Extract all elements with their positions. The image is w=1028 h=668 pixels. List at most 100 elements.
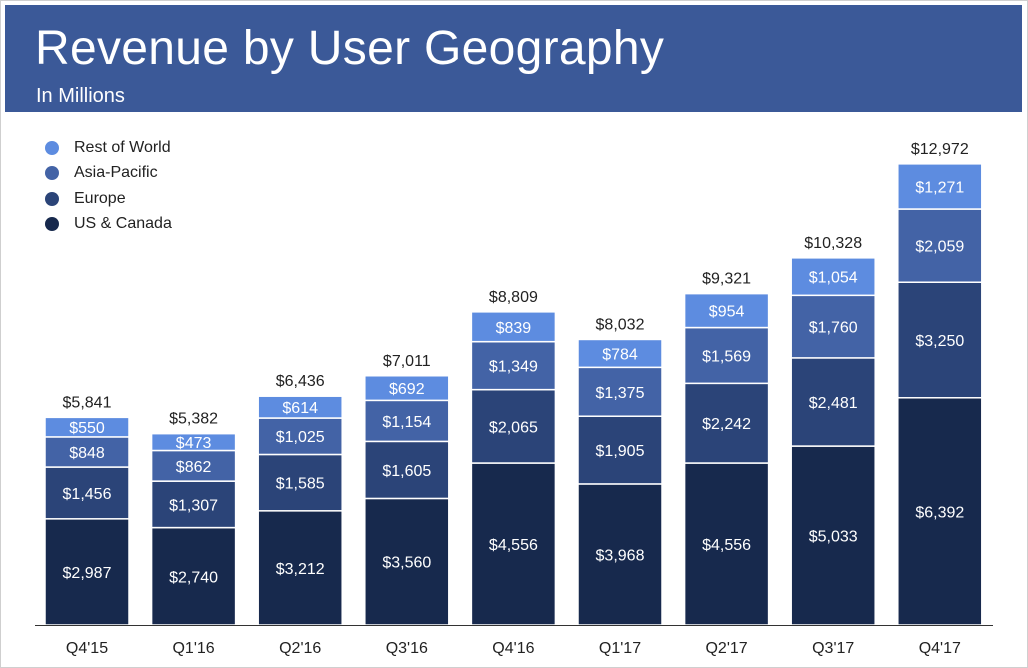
bar-segment-rest-of-world-3	[364, 375, 450, 402]
bar-segment-europe-8	[897, 281, 983, 399]
bar-total-label: $8,809	[489, 289, 538, 306]
legend-dot-icon	[45, 166, 59, 181]
x-tick-label: Q4'15	[66, 640, 108, 657]
x-tick-label: Q2'17	[705, 640, 747, 657]
segment-value-label: $473	[176, 435, 212, 452]
legend-label: Asia-Pacific	[74, 164, 158, 182]
bar-total-label: $6,436	[276, 373, 325, 390]
x-tick-label: Q1'16	[172, 640, 214, 657]
bar-segment-asia-pacific-5	[577, 366, 663, 417]
segment-value-label: $3,250	[915, 333, 964, 350]
legend-label: Europe	[74, 189, 126, 207]
segment-value-label: $6,392	[915, 504, 964, 521]
segment-value-label: $1,025	[276, 429, 325, 446]
bar-total-label: $5,382	[169, 411, 218, 428]
legend-label: Rest of World	[74, 138, 171, 156]
segment-value-label: $1,605	[382, 463, 431, 480]
segment-value-label: $692	[389, 381, 425, 398]
segment-value-label: $2,987	[63, 565, 112, 582]
segment-value-label: $784	[602, 346, 638, 363]
segment-value-label: $839	[496, 320, 532, 337]
bar-total-label: $7,011	[383, 353, 431, 370]
legend-item-europe: Europe	[45, 186, 172, 212]
bar-segment-rest-of-world-8	[897, 163, 983, 210]
bar-total-label: $5,841	[63, 394, 112, 411]
segment-value-label: $1,905	[596, 443, 645, 460]
bar-total-label: $9,321	[702, 271, 751, 288]
bar-segment-rest-of-world-7	[790, 257, 876, 297]
segment-value-label: $1,349	[489, 359, 538, 376]
segment-value-label: $2,059	[915, 239, 964, 256]
bar-segment-us-canada-6	[683, 462, 770, 626]
segment-value-label: $1,307	[169, 497, 218, 514]
bar-segment-asia-pacific-6	[683, 326, 770, 385]
x-tick-label: Q4'16	[492, 640, 534, 657]
bar-segment-us-canada-8	[897, 397, 983, 626]
legend: Rest of World Asia-Pacific Europe US & C…	[45, 135, 172, 237]
segment-value-label: $5,033	[809, 529, 858, 546]
bar-segment-asia-pacific-2	[257, 417, 343, 456]
segment-value-label: $550	[69, 420, 105, 437]
bar-segment-rest-of-world-6	[683, 292, 770, 329]
segment-value-label: $1,375	[596, 385, 645, 402]
bar-segment-us-canada-5	[577, 483, 663, 626]
legend-dot-icon	[45, 140, 59, 155]
bar-total-label: $8,032	[596, 316, 645, 333]
bar-segment-europe-7	[790, 357, 876, 447]
bar-segment-rest-of-world-5	[577, 338, 663, 369]
segment-value-label: $2,481	[809, 395, 858, 412]
legend-label: US & Canada	[74, 215, 172, 233]
legend-dot-icon	[45, 217, 59, 232]
bar-segment-rest-of-world-0	[44, 416, 130, 438]
x-tick-label: Q3'16	[386, 640, 428, 657]
bar-segment-asia-pacific-3	[364, 399, 450, 443]
segment-value-label: $4,556	[702, 537, 751, 554]
legend-item-asia-pacific: Asia-Pacific	[45, 161, 172, 187]
segment-value-label: $1,760	[809, 320, 858, 337]
x-tick-label: Q1'17	[599, 640, 641, 657]
segment-value-label: $1,569	[702, 348, 751, 365]
segment-value-label: $1,585	[276, 476, 325, 493]
bar-segment-europe-3	[364, 440, 450, 500]
segment-value-label: $3,560	[382, 555, 431, 572]
bar-segment-rest-of-world-4	[470, 311, 557, 343]
bar-segment-us-canada-3	[364, 497, 450, 626]
chart-subtitle: In Millions	[36, 85, 125, 107]
segment-value-label: $954	[709, 304, 745, 321]
segment-value-label: $1,271	[915, 179, 964, 196]
segment-value-label: $4,556	[489, 537, 538, 554]
bar-segment-europe-5	[577, 415, 663, 485]
x-tick-label: Q2'16	[279, 640, 321, 657]
bar-segment-asia-pacific-4	[470, 340, 557, 391]
bar-segment-us-canada-2	[257, 510, 343, 626]
legend-item-us-canada: US & Canada	[45, 212, 172, 238]
header-banner: Revenue by User Geography In Millions	[5, 5, 1022, 112]
bar-total-label: $12,972	[911, 141, 969, 158]
x-tick-label: Q3'17	[812, 640, 854, 657]
segment-value-label: $2,065	[489, 419, 538, 436]
bar-segment-europe-2	[257, 453, 343, 512]
legend-item-rest-of-world: Rest of World	[45, 135, 172, 161]
bar-segment-europe-0	[44, 466, 130, 520]
bar-segment-rest-of-world-2	[257, 395, 343, 419]
bar-segment-us-canada-0	[44, 518, 130, 626]
segment-value-label: $2,242	[702, 416, 751, 433]
segment-value-label: $3,968	[596, 547, 645, 564]
segment-value-label: $1,154	[382, 414, 431, 431]
segment-value-label: $3,212	[276, 561, 325, 578]
bar-segment-asia-pacific-7	[790, 294, 876, 359]
segment-value-label: $848	[69, 445, 105, 462]
segment-value-label: $614	[282, 400, 318, 417]
segment-value-label: $862	[176, 459, 212, 476]
legend-dot-icon	[45, 191, 59, 206]
segment-value-label: $1,054	[809, 270, 858, 287]
bar-segment-asia-pacific-8	[897, 208, 983, 283]
segment-value-label: $1,456	[63, 486, 112, 503]
segment-value-label: $2,740	[169, 569, 218, 586]
bar-total-label: $10,328	[804, 235, 862, 252]
bar-segment-europe-4	[470, 388, 557, 464]
x-tick-label: Q4'17	[919, 640, 961, 657]
bar-segment-rest-of-world-1	[150, 432, 237, 452]
